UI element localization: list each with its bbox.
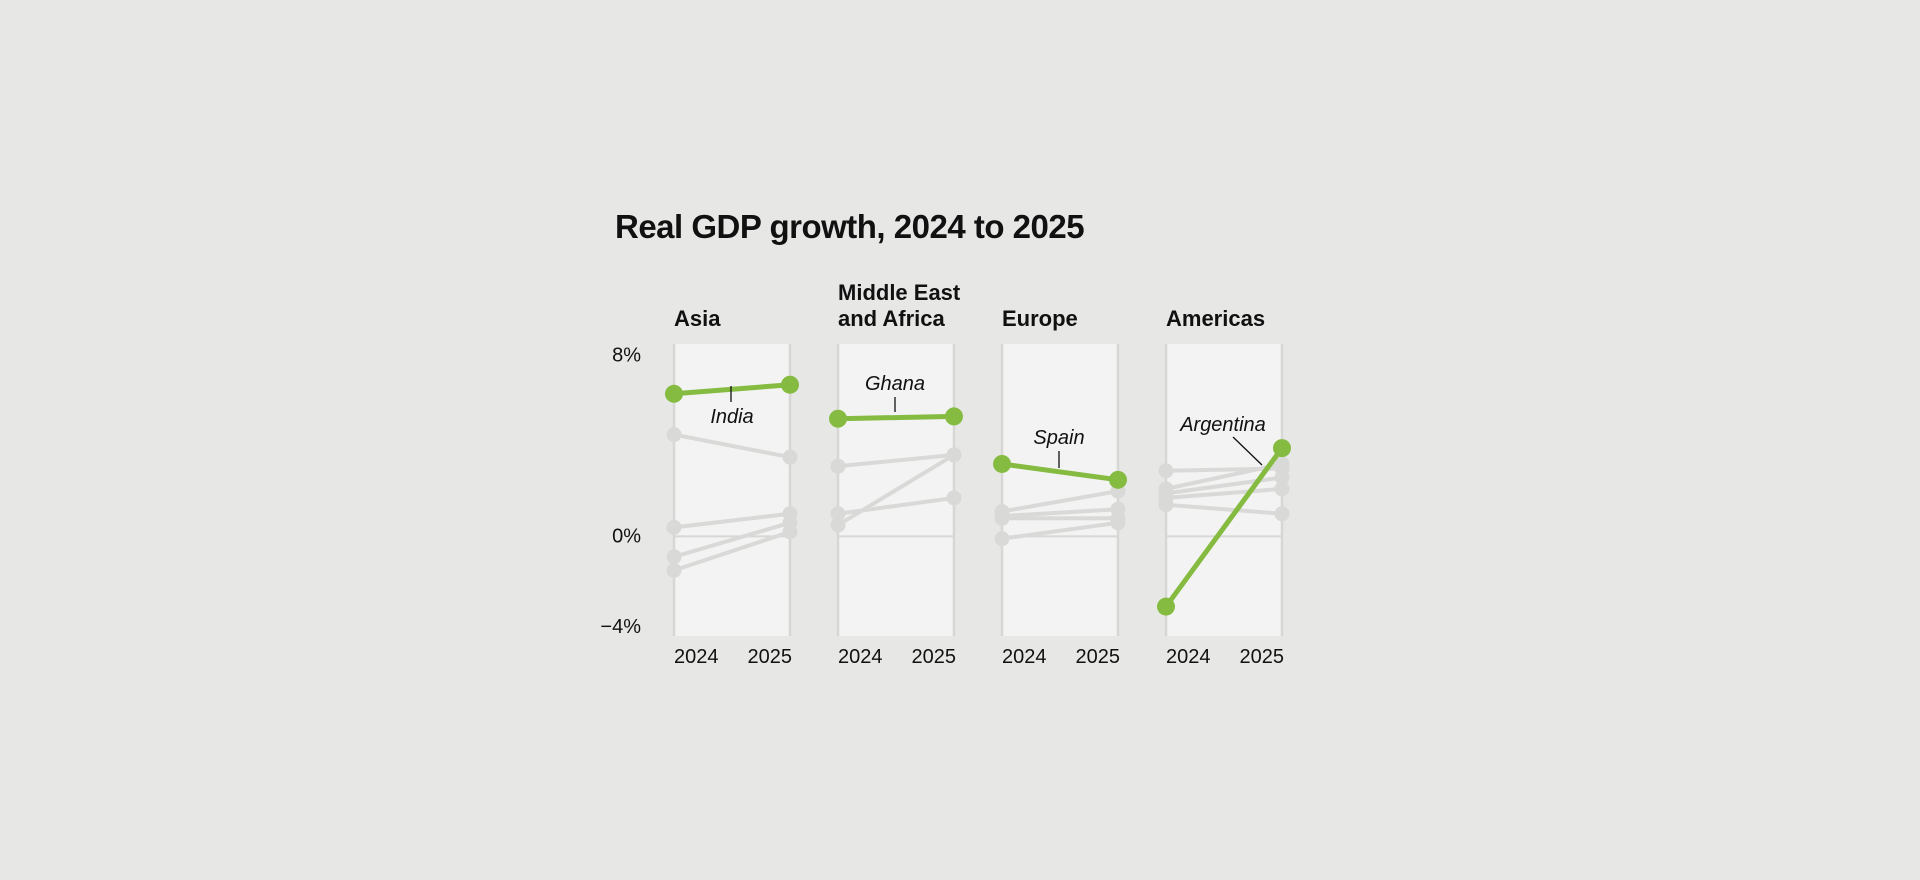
point-other (994, 531, 1010, 547)
series-line-other (672, 520, 792, 559)
y-tick-label: 8% (612, 344, 641, 366)
point-other (666, 549, 682, 565)
series-annotation: India (710, 406, 753, 428)
point-highlight (1109, 470, 1127, 489)
annotation-leader (1232, 436, 1263, 466)
x-tick-label: 2025 (912, 646, 957, 668)
series-line-other (1000, 520, 1120, 541)
point-other (830, 458, 846, 474)
panel-label: Europe (1002, 306, 1078, 331)
point-other (830, 506, 846, 522)
point-other (1158, 463, 1174, 479)
point-highlight (1273, 439, 1291, 458)
panel: Americas Argentina 2024 2025 (1157, 306, 1291, 668)
panel-label: Asia (674, 306, 721, 331)
point-highlight (829, 409, 847, 428)
y-tick-label: −4% (600, 616, 641, 638)
series-line-other (1164, 486, 1284, 500)
point-other (1274, 506, 1290, 522)
point-other (946, 490, 962, 506)
x-tick-label: 2024 (674, 646, 719, 668)
panel-label: Middle East (838, 280, 961, 305)
x-tick-label: 2024 (1002, 646, 1047, 668)
series-line-other (1164, 475, 1284, 496)
point-other (782, 449, 798, 465)
y-axis: 8% 0% −4% (600, 344, 641, 638)
point-highlight (1157, 597, 1175, 616)
series-line-highlight (671, 382, 793, 397)
series-line-other (1164, 502, 1284, 516)
series-line-highlight (835, 413, 957, 422)
point-other (1274, 470, 1290, 486)
point-other (666, 427, 682, 443)
chart-title: Real GDP growth, 2024 to 2025 (615, 208, 1084, 245)
panel: Europe Spain 2024 2025 (993, 306, 1127, 668)
panel-label: Americas (1166, 306, 1265, 331)
series-line-highlight (1163, 445, 1285, 610)
x-tick-label: 2024 (1166, 646, 1211, 668)
y-tick-label: 0% (612, 525, 641, 547)
point-other (1274, 481, 1290, 497)
series-annotation: Ghana (865, 373, 925, 395)
series-line-other (1164, 461, 1284, 491)
point-highlight (665, 384, 683, 403)
point-other (1110, 515, 1126, 531)
point-other (666, 519, 682, 535)
point-other (1158, 485, 1174, 501)
series-line-other (1000, 489, 1120, 514)
point-other (666, 562, 682, 578)
point-highlight (993, 454, 1011, 473)
series-line-other (836, 452, 956, 528)
point-other (782, 524, 798, 540)
series-line-other (672, 432, 792, 460)
series-line-other (1000, 507, 1120, 519)
point-other (1158, 497, 1174, 513)
series-annotation: Argentina (1179, 414, 1266, 436)
point-highlight (781, 375, 799, 394)
panel-background (1002, 344, 1118, 636)
point-other (946, 447, 962, 463)
series-line-highlight (999, 461, 1121, 483)
series-line-other (836, 452, 956, 469)
x-tick-label: 2025 (1076, 646, 1121, 668)
x-tick-label: 2024 (838, 646, 883, 668)
series-annotation: Spain (1033, 427, 1084, 449)
point-other (994, 510, 1010, 526)
panel: Asia India 2024 2025 (665, 306, 799, 668)
panel-label: and Africa (838, 306, 946, 331)
x-tick-label: 2025 (1240, 646, 1285, 668)
series-line-other (672, 511, 792, 530)
point-other (830, 517, 846, 533)
point-other (1274, 456, 1290, 472)
x-tick-label: 2025 (748, 646, 793, 668)
point-highlight (945, 407, 963, 426)
series-line-other (672, 529, 792, 573)
